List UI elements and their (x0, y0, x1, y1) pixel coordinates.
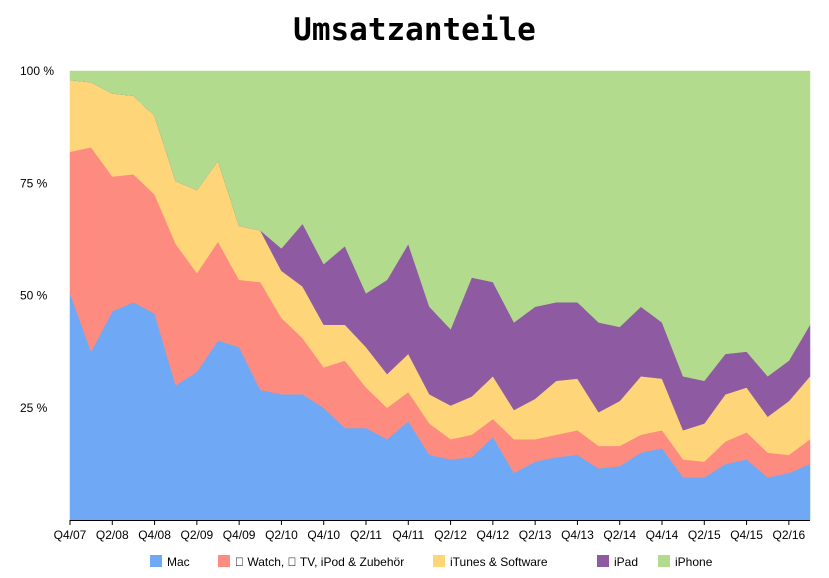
legend-swatch-4 (658, 555, 670, 567)
x-tick-label: Q2/16 (773, 528, 806, 542)
legend-swatch-3 (597, 555, 609, 567)
x-tick-label: Q4/09 (223, 528, 256, 542)
x-tick-label: Q2/11 (350, 528, 382, 542)
legend-label-3: iPad (614, 555, 638, 569)
x-tick-label: Q4/08 (138, 528, 171, 542)
x-tick-label: Q4/14 (646, 528, 679, 542)
x-tick-label: Q2/13 (519, 528, 552, 542)
x-tick-label: Q2/14 (603, 528, 636, 542)
y-tick-label: 50 % (20, 289, 48, 303)
x-tick-label: Q2/15 (688, 528, 721, 542)
series-area-4 (69, 70, 811, 382)
legend-label-0: Mac (167, 555, 190, 569)
legend-swatch-1 (218, 555, 230, 567)
axes: 25 % 50 % 75 % 100 % Q4/07 Q2/08 Q4/08 Q2/09 Q4/… (20, 64, 810, 542)
x-tick-label: Q2/10 (265, 528, 298, 542)
chart-title: Umsatzanteile (293, 12, 536, 48)
legend-swatch-2 (433, 555, 445, 567)
x-tick-label: Q4/11 (392, 528, 424, 542)
x-tick-label: Q2/12 (434, 528, 467, 542)
legend: Mac  Watch,  TV, iPod & Zubehör iTunes &… (150, 555, 713, 569)
y-tick-label: 100 % (20, 64, 54, 78)
x-tick-label: Q4/07 (54, 528, 87, 542)
area-layers (69, 70, 811, 521)
legend-swatch-0 (150, 555, 162, 567)
y-tick-label: 75 % (20, 176, 48, 190)
y-tick-label: 25 % (20, 401, 48, 415)
x-tick-label: Q4/12 (477, 528, 510, 542)
legend-label-1:  Watch,  TV, iPod & Zubehör (235, 555, 404, 569)
x-tick-label: Q4/15 (730, 528, 763, 542)
x-tick-label: Q2/09 (181, 528, 214, 542)
legend-label-2: iTunes & Software (450, 555, 548, 569)
x-tick-label: Q2/08 (96, 528, 129, 542)
legend-label-4: iPhone (675, 555, 713, 569)
x-tick-label: Q4/13 (561, 528, 594, 542)
x-tick-label: Q4/10 (307, 528, 340, 542)
